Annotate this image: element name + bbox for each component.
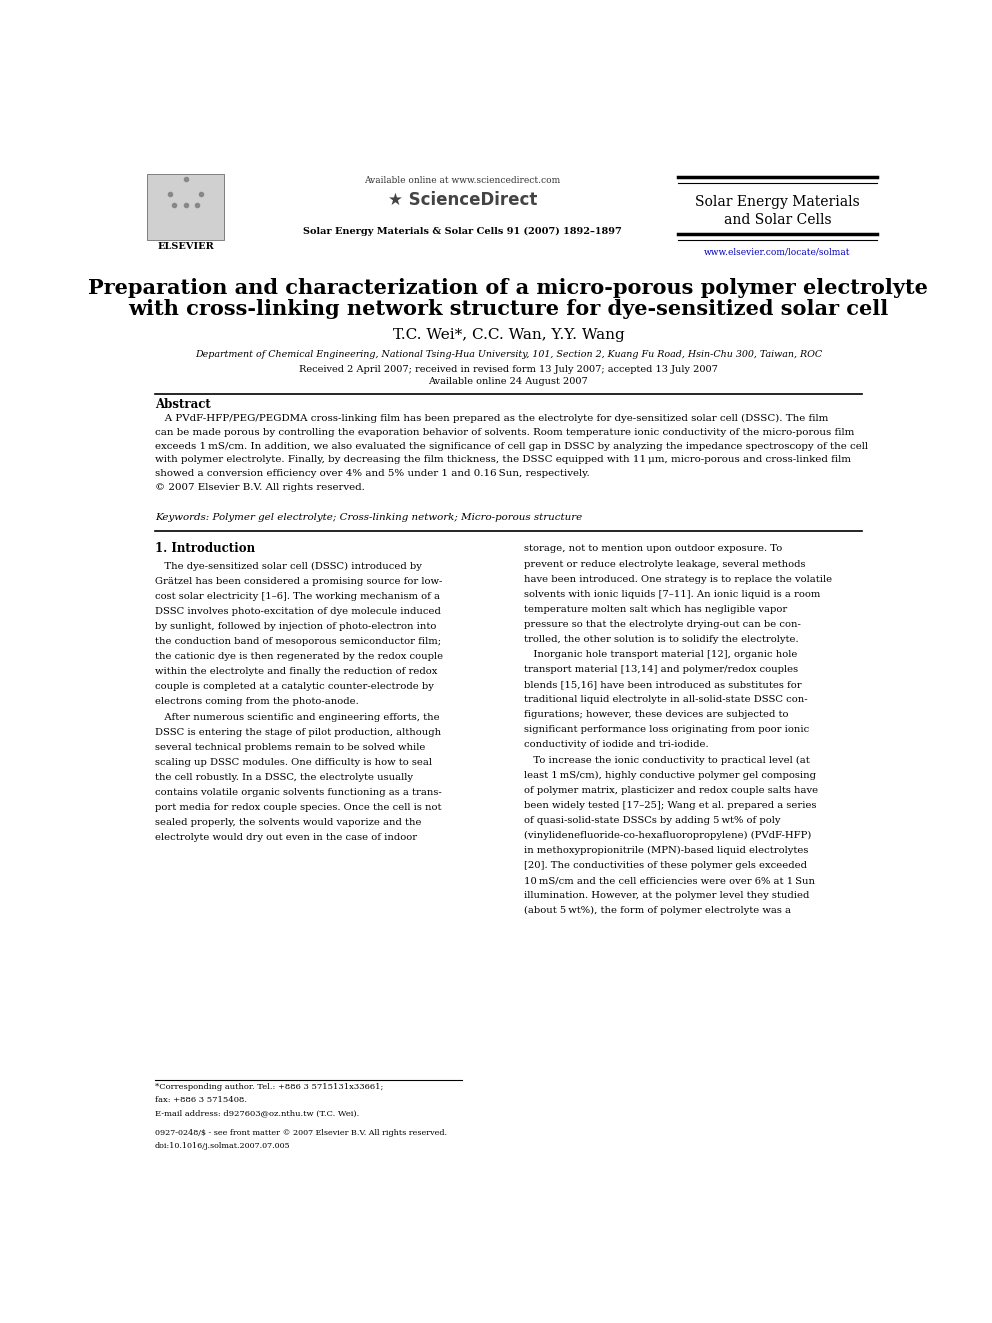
Text: in methoxypropionitrile (MPN)-based liquid electrolytes: in methoxypropionitrile (MPN)-based liqu…: [524, 845, 808, 855]
Text: *Corresponding author. Tel.: +886 3 5715131x33661;: *Corresponding author. Tel.: +886 3 5715…: [155, 1082, 383, 1090]
Bar: [147, 175, 224, 241]
Text: To increase the ionic conductivity to practical level (at: To increase the ionic conductivity to pr…: [524, 755, 809, 765]
Text: [20]. The conductivities of these polymer gels exceeded: [20]. The conductivities of these polyme…: [524, 861, 806, 871]
Text: (about 5 wt%), the form of polymer electrolyte was a: (about 5 wt%), the form of polymer elect…: [524, 906, 791, 916]
Text: 1. Introduction: 1. Introduction: [155, 542, 255, 556]
Text: DSSC is entering the stage of pilot production, although: DSSC is entering the stage of pilot prod…: [155, 728, 440, 737]
Text: trolled, the other solution is to solidify the electrolyte.: trolled, the other solution is to solidi…: [524, 635, 799, 644]
Text: doi:10.1016/j.solmat.2007.07.005: doi:10.1016/j.solmat.2007.07.005: [155, 1142, 291, 1150]
Text: (vinylidenefluoride-co-hexafluoropropylene) (PVdF-HFP): (vinylidenefluoride-co-hexafluoropropyle…: [524, 831, 811, 840]
Text: DSSC involves photo-excitation of dye molecule induced: DSSC involves photo-excitation of dye mo…: [155, 607, 440, 617]
Text: within the electrolyte and finally the reduction of redox: within the electrolyte and finally the r…: [155, 667, 437, 676]
Text: Available online 24 August 2007: Available online 24 August 2007: [429, 377, 588, 386]
Text: 0927-0248/$ - see front matter © 2007 Elsevier B.V. All rights reserved.: 0927-0248/$ - see front matter © 2007 El…: [155, 1129, 446, 1136]
Text: figurations; however, these devices are subjected to: figurations; however, these devices are …: [524, 710, 789, 720]
Text: been widely tested [17–25]; Wang et al. prepared a series: been widely tested [17–25]; Wang et al. …: [524, 800, 816, 810]
Text: several technical problems remain to be solved while: several technical problems remain to be …: [155, 742, 426, 751]
Text: electrons coming from the photo-anode.: electrons coming from the photo-anode.: [155, 697, 358, 706]
Text: sealed properly, the solvents would vaporize and the: sealed properly, the solvents would vapo…: [155, 818, 422, 827]
Text: Solar Energy Materials & Solar Cells 91 (2007) 1892–1897: Solar Energy Materials & Solar Cells 91 …: [303, 226, 622, 235]
Text: of polymer matrix, plasticizer and redox couple salts have: of polymer matrix, plasticizer and redox…: [524, 786, 817, 795]
Text: prevent or reduce electrolyte leakage, several methods: prevent or reduce electrolyte leakage, s…: [524, 560, 806, 569]
Text: fax: +886 3 5715408.: fax: +886 3 5715408.: [155, 1095, 247, 1105]
Text: Available online at www.sciencedirect.com: Available online at www.sciencedirect.co…: [364, 176, 560, 185]
Text: storage, not to mention upon outdoor exposure. To: storage, not to mention upon outdoor exp…: [524, 545, 782, 553]
Text: of quasi-solid-state DSSCs by adding 5 wt% of poly: of quasi-solid-state DSSCs by adding 5 w…: [524, 816, 781, 824]
Text: electrolyte would dry out even in the case of indoor: electrolyte would dry out even in the ca…: [155, 833, 417, 843]
Text: 10 mS/cm and the cell efficiencies were over 6% at 1 Sun: 10 mS/cm and the cell efficiencies were …: [524, 876, 814, 885]
Text: have been introduced. One strategy is to replace the volatile: have been introduced. One strategy is to…: [524, 574, 832, 583]
Text: couple is completed at a catalytic counter-electrode by: couple is completed at a catalytic count…: [155, 683, 434, 692]
Text: illumination. However, at the polymer level they studied: illumination. However, at the polymer le…: [524, 892, 809, 900]
Text: www.elsevier.com/locate/solmat: www.elsevier.com/locate/solmat: [704, 247, 851, 257]
Text: can be made porous by controlling the evaporation behavior of solvents. Room tem: can be made porous by controlling the ev…: [155, 427, 854, 437]
Text: ★ ScienceDirect: ★ ScienceDirect: [388, 191, 537, 209]
Text: The dye-sensitized solar cell (DSSC) introduced by: The dye-sensitized solar cell (DSSC) int…: [155, 562, 422, 570]
Text: traditional liquid electrolyte in all-solid-state DSSC con-: traditional liquid electrolyte in all-so…: [524, 695, 807, 704]
Text: Keywords: Polymer gel electrolyte; Cross-linking network; Micro-porous structure: Keywords: Polymer gel electrolyte; Cross…: [155, 513, 582, 521]
Text: © 2007 Elsevier B.V. All rights reserved.: © 2007 Elsevier B.V. All rights reserved…: [155, 483, 365, 492]
Text: the cationic dye is then regenerated by the redox couple: the cationic dye is then regenerated by …: [155, 652, 442, 662]
Text: the conduction band of mesoporous semiconductor film;: the conduction band of mesoporous semico…: [155, 638, 440, 646]
Text: Preparation and characterization of a micro-porous polymer electrolyte: Preparation and characterization of a mi…: [88, 278, 929, 298]
Text: conductivity of iodide and tri-iodide.: conductivity of iodide and tri-iodide.: [524, 741, 708, 749]
Text: T.C. Wei*, C.C. Wan, Y.Y. Wang: T.C. Wei*, C.C. Wan, Y.Y. Wang: [393, 328, 624, 343]
Text: E-mail address: d927603@oz.nthu.tw (T.C. Wei).: E-mail address: d927603@oz.nthu.tw (T.C.…: [155, 1109, 359, 1118]
Text: solvents with ionic liquids [7–11]. An ionic liquid is a room: solvents with ionic liquids [7–11]. An i…: [524, 590, 820, 598]
Text: blends [15,16] have been introduced as substitutes for: blends [15,16] have been introduced as s…: [524, 680, 802, 689]
Text: with cross-linking network structure for dye-sensitized solar cell: with cross-linking network structure for…: [128, 299, 889, 319]
Text: Abstract: Abstract: [155, 398, 210, 410]
Text: transport material [13,14] and polymer/redox couples: transport material [13,14] and polymer/r…: [524, 665, 798, 673]
Text: contains volatile organic solvents functioning as a trans-: contains volatile organic solvents funct…: [155, 789, 441, 796]
Text: the cell robustly. In a DSSC, the electrolyte usually: the cell robustly. In a DSSC, the electr…: [155, 773, 413, 782]
Text: Grätzel has been considered a promising source for low-: Grätzel has been considered a promising …: [155, 577, 442, 586]
Text: by sunlight, followed by injection of photo-electron into: by sunlight, followed by injection of ph…: [155, 622, 436, 631]
Text: port media for redox couple species. Once the cell is not: port media for redox couple species. Onc…: [155, 803, 441, 812]
Text: After numerous scientific and engineering efforts, the: After numerous scientific and engineerin…: [155, 713, 439, 721]
Text: Received 2 April 2007; received in revised form 13 July 2007; accepted 13 July 2: Received 2 April 2007; received in revis…: [299, 365, 718, 374]
Text: pressure so that the electrolyte drying-out can be con-: pressure so that the electrolyte drying-…: [524, 619, 801, 628]
Text: Inorganic hole transport material [12], organic hole: Inorganic hole transport material [12], …: [524, 650, 798, 659]
Text: showed a conversion efficiency over 4% and 5% under 1 and 0.16 Sun, respectively: showed a conversion efficiency over 4% a…: [155, 470, 589, 478]
Text: exceeds 1 mS/cm. In addition, we also evaluated the significance of cell gap in : exceeds 1 mS/cm. In addition, we also ev…: [155, 442, 868, 451]
Text: significant performance loss originating from poor ionic: significant performance loss originating…: [524, 725, 809, 734]
Text: ELSEVIER: ELSEVIER: [157, 242, 214, 251]
Text: and Solar Cells: and Solar Cells: [724, 213, 831, 226]
Text: Solar Energy Materials: Solar Energy Materials: [695, 194, 860, 209]
Text: temperature molten salt which has negligible vapor: temperature molten salt which has neglig…: [524, 605, 787, 614]
Text: with polymer electrolyte. Finally, by decreasing the film thickness, the DSSC eq: with polymer electrolyte. Finally, by de…: [155, 455, 851, 464]
Text: Department of Chemical Engineering, National Tsing-Hua University, 101, Section : Department of Chemical Engineering, Nati…: [194, 349, 822, 359]
Text: least 1 mS/cm), highly conductive polymer gel composing: least 1 mS/cm), highly conductive polyme…: [524, 770, 815, 779]
Text: A PVdF-HFP/PEG/PEGDMA cross-linking film has been prepared as the electrolyte fo: A PVdF-HFP/PEG/PEGDMA cross-linking film…: [155, 414, 828, 423]
Text: scaling up DSSC modules. One difficulty is how to seal: scaling up DSSC modules. One difficulty …: [155, 758, 432, 767]
Text: cost solar electricity [1–6]. The working mechanism of a: cost solar electricity [1–6]. The workin…: [155, 591, 439, 601]
